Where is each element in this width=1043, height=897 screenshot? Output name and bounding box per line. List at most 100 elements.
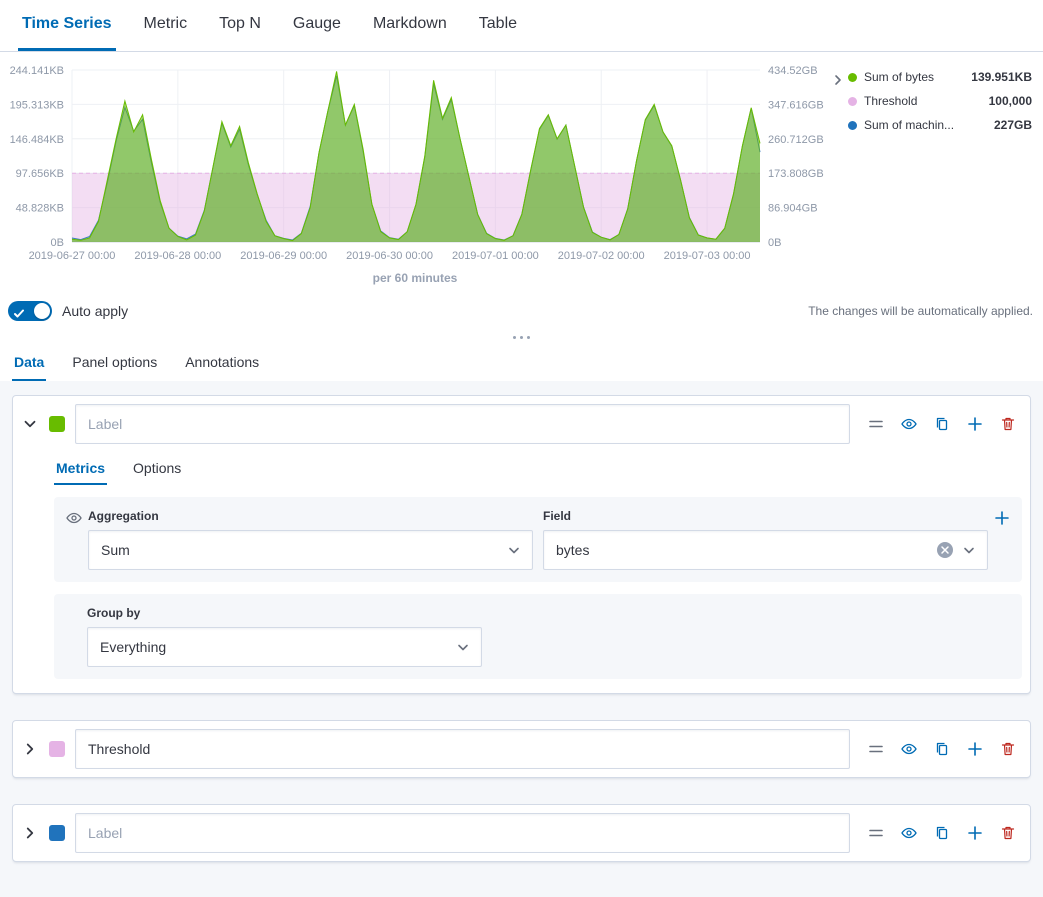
toggle-knob: [34, 303, 50, 319]
svg-text:0B: 0B: [768, 237, 781, 249]
series-label-input[interactable]: [75, 404, 850, 444]
tab-label: Annotations: [185, 354, 260, 370]
eye-toggle-icon[interactable]: [901, 825, 917, 841]
tab-label: Table: [478, 15, 518, 32]
legend-list: Sum of bytes 139.951KB Threshold 100,000…: [848, 70, 1040, 285]
eye-toggle-icon[interactable]: [901, 741, 917, 757]
tab-markdown[interactable]: Markdown: [369, 0, 451, 51]
delete-series-icon[interactable]: [1000, 741, 1016, 757]
clear-selection-icon[interactable]: [937, 542, 953, 558]
chart-section: 0B 0B 48.828KB 86.904GB 97.656KB 173.808GB 146…: [0, 52, 1043, 285]
tab-table[interactable]: Table: [475, 0, 521, 51]
tab-panel-options[interactable]: Panel options: [70, 345, 159, 381]
clone-series-icon[interactable]: [934, 741, 950, 757]
drag-handle-icon[interactable]: [868, 416, 884, 432]
chart-interval-caption: per 60 minutes: [372, 271, 458, 285]
svg-text:2019-06-29 00:00: 2019-06-29 00:00: [240, 250, 327, 262]
series-label-input[interactable]: [75, 813, 850, 853]
tab-label: Gauge: [292, 15, 341, 32]
tab-gauge[interactable]: Gauge: [289, 0, 345, 51]
svg-text:86.904GB: 86.904GB: [768, 203, 818, 215]
tab-label: Panel options: [72, 354, 158, 370]
tab-label: Metric: [143, 15, 188, 32]
series-panel: Metrics Options Aggregation Sum: [12, 395, 1031, 694]
legend-value: 227GB: [993, 118, 1032, 132]
svg-text:2019-06-27 00:00: 2019-06-27 00:00: [29, 250, 116, 262]
tab-label: Time Series: [22, 15, 112, 32]
auto-apply-row: Auto apply The changes will be automatic…: [0, 285, 1043, 329]
legend-value: 139.951KB: [971, 70, 1032, 84]
legend-collapse-chevron-icon[interactable]: [830, 72, 846, 88]
svg-text:347.616GB: 347.616GB: [768, 99, 824, 111]
add-series-icon[interactable]: [967, 416, 983, 432]
add-series-icon[interactable]: [967, 741, 983, 757]
svg-text:260.712GB: 260.712GB: [768, 134, 824, 146]
series-actions: [860, 416, 1022, 432]
metric-row: Aggregation Sum Field bytes: [54, 497, 1022, 582]
delete-series-icon[interactable]: [1000, 825, 1016, 841]
aggregation-label: Aggregation: [88, 509, 159, 523]
field-combobox[interactable]: bytes: [543, 530, 988, 570]
tab-metric[interactable]: Metric: [140, 0, 192, 51]
legend-item[interactable]: Threshold 100,000: [848, 94, 1032, 108]
series-editor: Metrics Options Aggregation Sum: [0, 381, 1043, 897]
series-header: [13, 396, 1030, 452]
visualization-type-tabs: Time Series Metric Top N Gauge Markdown …: [0, 0, 1043, 52]
clone-series-icon[interactable]: [934, 416, 950, 432]
tab-data[interactable]: Data: [12, 345, 47, 381]
subtab-metrics[interactable]: Metrics: [54, 452, 108, 485]
svg-text:48.828KB: 48.828KB: [16, 203, 64, 215]
svg-text:195.313KB: 195.313KB: [10, 99, 64, 111]
chevron-down-icon: [455, 639, 471, 655]
delete-series-icon[interactable]: [1000, 416, 1016, 432]
series-color-dot: [848, 72, 857, 82]
group-by-label: Group by: [87, 606, 141, 620]
series-actions: [860, 825, 1022, 841]
chart-legend: Sum of bytes 139.951KB Threshold 100,000…: [830, 56, 1040, 285]
series-subtabs: Metrics Options: [54, 452, 1030, 485]
svg-text:0B: 0B: [51, 237, 64, 249]
aggregation-select[interactable]: Sum: [88, 530, 533, 570]
group-by-row: Group by Everything: [54, 594, 1022, 679]
auto-apply-hint: The changes will be automatically applie…: [808, 304, 1033, 318]
add-metric-icon[interactable]: [994, 510, 1010, 526]
clone-series-icon[interactable]: [934, 825, 950, 841]
series-panel: [12, 804, 1031, 862]
legend-label: Sum of machin...: [864, 118, 955, 132]
series-color-swatch[interactable]: [49, 416, 65, 432]
svg-text:2019-06-28 00:00: 2019-06-28 00:00: [134, 250, 221, 262]
eye-toggle-icon[interactable]: [901, 416, 917, 432]
add-series-icon[interactable]: [967, 825, 983, 841]
auto-apply-toggle[interactable]: [8, 301, 52, 321]
panel-resize-handle[interactable]: [0, 329, 1043, 345]
drag-handle-icon[interactable]: [868, 741, 884, 757]
tab-time-series[interactable]: Time Series: [18, 0, 116, 51]
legend-item[interactable]: Sum of bytes 139.951KB: [848, 70, 1032, 84]
chevron-right-icon[interactable]: [21, 740, 39, 758]
eye-icon[interactable]: [66, 510, 82, 526]
series-color-swatch[interactable]: [49, 741, 65, 757]
series-header: [13, 721, 1030, 777]
series-color-dot: [848, 96, 857, 106]
tab-label: Options: [133, 459, 182, 476]
drag-handle-icon[interactable]: [868, 825, 884, 841]
series-label-input[interactable]: [75, 729, 850, 769]
series-color-dot: [848, 120, 857, 130]
group-by-select[interactable]: Everything: [87, 627, 482, 667]
legend-item[interactable]: Sum of machin... 227GB: [848, 118, 1032, 132]
svg-text:244.141KB: 244.141KB: [10, 65, 64, 77]
chevron-right-icon[interactable]: [21, 824, 39, 842]
field-label: Field: [543, 509, 572, 523]
legend-label: Sum of bytes: [864, 70, 935, 84]
tsvb-time-series-chart[interactable]: 0B 0B 48.828KB 86.904GB 97.656KB 173.808GB 146…: [0, 56, 830, 271]
tab-annotations[interactable]: Annotations: [183, 345, 261, 381]
svg-text:2019-06-30 00:00: 2019-06-30 00:00: [346, 250, 433, 262]
svg-text:173.808GB: 173.808GB: [768, 168, 824, 180]
tab-top-n[interactable]: Top N: [215, 0, 265, 51]
tab-label: Metrics: [56, 459, 106, 476]
series-color-swatch[interactable]: [49, 825, 65, 841]
select-value: Sum: [101, 542, 130, 558]
series-panel: [12, 720, 1031, 778]
chevron-down-icon[interactable]: [21, 415, 39, 433]
subtab-options[interactable]: Options: [131, 452, 183, 485]
